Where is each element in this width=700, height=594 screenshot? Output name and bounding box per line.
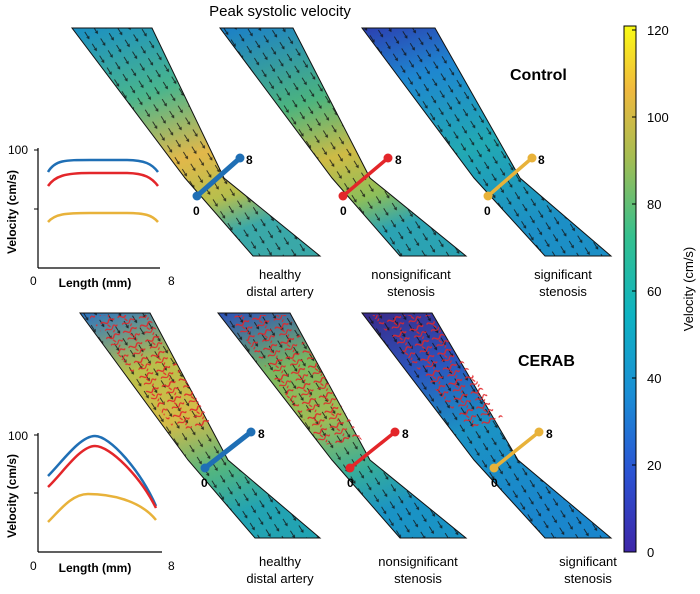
colorbar-tick-label: 120 [647, 23, 669, 38]
inset-ytick: 100 [8, 143, 28, 157]
caption-significant-line1: significant [559, 554, 617, 569]
inset-ylabel: Velocity (cm/s) [5, 170, 19, 254]
caption-healthy-line2: distal artery [246, 571, 314, 586]
colorbar-tick-label: 20 [647, 458, 661, 473]
row-cerab: CERAB 0 8 0 8 0 8 healthy distal artery … [5, 312, 617, 586]
measure-line-nonsignificant-control: 0 8 [338, 153, 402, 218]
measure-line-nonsignificant-cerab: 0 8 [345, 427, 409, 490]
caption-healthy-line2: distal artery [246, 284, 314, 299]
measure-start-label: 0 [491, 476, 498, 490]
measure-end-label: 8 [538, 153, 545, 167]
caption-nonsignificant-line2: stenosis [387, 284, 435, 299]
inset-xlabel: Length (mm) [59, 561, 132, 575]
caption-significant-line2: stenosis [539, 284, 587, 299]
measure-start-label: 0 [193, 204, 200, 218]
measure-start-label: 0 [484, 204, 491, 218]
inset-ylabel: Velocity (cm/s) [5, 454, 19, 538]
colorbar-label: Velocity (cm/s) [681, 247, 696, 332]
measure-end-label: 8 [546, 427, 553, 441]
measure-start-label: 0 [340, 204, 347, 218]
measure-end-label: 8 [395, 153, 402, 167]
caption-nonsignificant-line1: nonsignificant [371, 267, 451, 282]
measure-line-significant-cerab: 0 8 [489, 427, 553, 490]
vessel-healthy-control [70, 27, 322, 257]
inset-xtick-max: 8 [168, 559, 175, 573]
colorbar-ticks: 0 20 40 60 80 100 120 [632, 23, 669, 560]
vessel-significant-cerab [360, 312, 613, 539]
measure-line-healthy-cerab: 0 8 [200, 427, 265, 490]
measure-end-label: 8 [402, 427, 409, 441]
caption-significant-line1: significant [534, 267, 592, 282]
caption-nonsignificant-line2: stenosis [394, 571, 442, 586]
caption-significant-line2: stenosis [564, 571, 612, 586]
colorbar-tick-label: 0 [647, 545, 654, 560]
vessel-healthy-cerab [79, 312, 322, 539]
row-control: Control 0 8 0 8 0 8 healthy distal arter… [5, 27, 613, 299]
inset-plot-cerab: 100 0 8 Length (mm) Velocity (cm/s) [5, 429, 175, 575]
colorbar: 0 20 40 60 80 100 120 Velocity (cm/s) [623, 23, 696, 560]
caption-healthy-line1: healthy [259, 554, 301, 569]
measure-end-label: 8 [258, 427, 265, 441]
measure-start-label: 0 [347, 476, 354, 490]
inset-xtick-min: 0 [30, 559, 37, 573]
measure-start-label: 0 [201, 476, 208, 490]
measure-end-label: 8 [246, 153, 253, 167]
colorbar-tick-label: 100 [647, 110, 669, 125]
vessel-significant-control [361, 27, 613, 257]
colorbar-tick-label: 40 [647, 371, 661, 386]
vessel-nonsignificant-control [219, 27, 468, 257]
colorbar-tick-label: 80 [647, 197, 661, 212]
measure-line-healthy-control: 0 8 [192, 153, 253, 218]
caption-nonsignificant-line1: nonsignificant [378, 554, 458, 569]
inset-ytick: 100 [8, 429, 28, 443]
row-label-control: Control [510, 67, 567, 84]
caption-healthy-line1: healthy [259, 267, 301, 282]
inset-plot-control: 100 0 8 Length (mm) Velocity (cm/s) [5, 143, 175, 290]
inset-xtick-min: 0 [30, 274, 37, 288]
row-label-cerab: CERAB [518, 353, 575, 370]
figure-title: Peak systolic velocity [209, 3, 351, 20]
inset-xlabel: Length (mm) [59, 276, 132, 290]
colorbar-tick-label: 60 [647, 284, 661, 299]
measure-line-significant-control: 0 8 [483, 153, 545, 218]
inset-xtick-max: 8 [168, 274, 175, 288]
vessel-nonsignificant-cerab [216, 312, 468, 539]
